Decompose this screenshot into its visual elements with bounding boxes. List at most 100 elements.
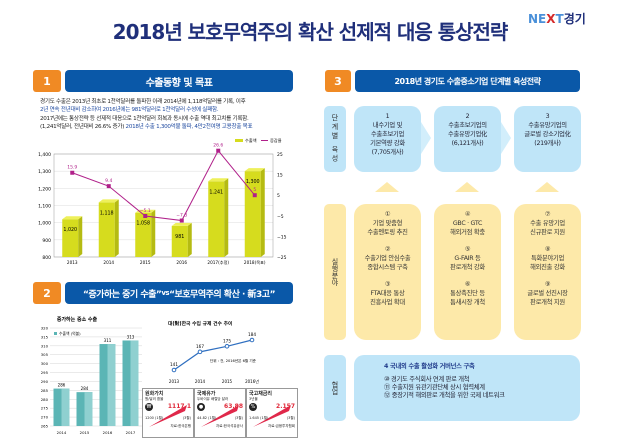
stage-text: 글로벌 강소기업化 xyxy=(524,131,571,138)
y-tick-label: 300 xyxy=(41,361,49,366)
item-number: ② xyxy=(384,246,391,253)
y-tick-label: 1,200 xyxy=(38,186,51,192)
bar-side xyxy=(187,222,192,257)
legend-swatch xyxy=(54,332,57,335)
y-tick-label: 1,300 xyxy=(38,169,51,175)
bar-side xyxy=(151,209,156,257)
item-text: GBC · GTC xyxy=(452,220,483,227)
indicator-end: (3월) xyxy=(234,416,243,420)
item-text: 판로개척 강화 xyxy=(450,264,485,271)
stage-text: 내수기업 및 xyxy=(372,122,403,129)
bar-label: 1,020 xyxy=(63,227,77,233)
bar-top xyxy=(208,178,229,182)
item-number: ① xyxy=(384,211,391,218)
bar-label: 311 xyxy=(104,338,112,343)
section-3-number: 3 xyxy=(325,70,351,92)
cooperation-item: ⑫ 중장기적 해외판로 개척을 위한 국제 네트워크 xyxy=(384,392,505,399)
stage-text: 2 xyxy=(465,113,470,120)
growth-point xyxy=(70,170,75,175)
stage-text: (6,121개사) xyxy=(451,140,484,147)
section-1-number: 1 xyxy=(33,70,61,92)
y-tick-label: 280 xyxy=(41,397,49,402)
legend-swatch xyxy=(235,139,243,142)
indicator-source: 자료:한국은행 xyxy=(170,424,192,428)
cooperation-label: 협업 xyxy=(324,355,346,421)
stage-box-1: 1 내수기업 및 수출초보기업 기본역량 강화 (7,705개사) xyxy=(354,106,421,172)
growth-label: −5.1 xyxy=(140,208,151,214)
bar-top xyxy=(244,168,265,172)
section-2-title: “증가하는 중기 수출” vs “보호무역주의 확산 · 新3고” xyxy=(65,282,293,304)
regulation-line xyxy=(173,339,253,371)
execution-column-3: ⑦ 수출 유망기업 신규판로 지원 ⑧ 특화분야기업 해외진출 강화 ⑨ 글로벌 선진시장 판로… xyxy=(514,204,581,340)
growth-label: 9.4 xyxy=(105,178,112,184)
bar-highlight xyxy=(61,388,70,426)
item-text: 기업 맞춤형 xyxy=(372,220,403,227)
bar xyxy=(208,181,225,257)
x-tick-label: 2014 xyxy=(57,430,67,435)
bar-side xyxy=(224,178,229,257)
y-tick-label: 320 xyxy=(41,326,49,331)
growth-label: −7.3 xyxy=(176,213,187,219)
chart-title: 대(對)한국 수입 규제 건수 추이 xyxy=(168,320,232,327)
execution-item: ④ GBC · GTC 해외거점 확충 xyxy=(434,210,501,237)
item-text: 틈새시장 개척 xyxy=(450,299,485,306)
arrow-right-icon xyxy=(421,122,431,154)
growth-point xyxy=(143,214,148,219)
data-point xyxy=(249,337,255,343)
item-text: 수출멘토링 추진 xyxy=(367,229,408,236)
point-label: 141 xyxy=(170,362,178,367)
y-tick-label: 900 xyxy=(42,238,51,244)
x-tick-label: 2018(목표) xyxy=(244,260,266,266)
growth-line xyxy=(72,149,256,222)
bar-label: 1,118 xyxy=(100,210,114,216)
para-1-line-1: 경기도 수출은 2013년 최초로 1천억달러를 돌파한 이래 2014년에 1… xyxy=(40,99,246,105)
cooperation-title: 4 국내외 수출 활성화 거버넌스 구축 xyxy=(384,363,475,370)
growth-label: 26.6 xyxy=(213,143,223,149)
x-tick-label: 2014 xyxy=(195,379,206,384)
item-text: 수출기업 안심수출 xyxy=(364,255,411,262)
para-1-line-2: 2년 연속 전년대비 감소하여 2016년에는 981억달러로 1천억달러 수성… xyxy=(40,106,219,113)
bar xyxy=(62,219,79,257)
point-label: 167 xyxy=(196,344,204,349)
stage-text: (7,705개사) xyxy=(371,149,404,156)
item-text: 해외진출 강화 xyxy=(530,264,565,271)
x-tick-label: 2017 xyxy=(126,430,136,435)
y-tick-label: 285 xyxy=(41,388,49,393)
indicator-end: (3월) xyxy=(286,416,295,420)
stage-text: (219개사) xyxy=(534,140,561,147)
y-tick-label: 1,000 xyxy=(38,221,51,227)
bar xyxy=(135,212,152,257)
indicator-box: 국제유가 두바이유 배럴당 달러 ● 63.88 44.82 (1월) (3월)… xyxy=(194,388,246,438)
x-tick-label: 2016 xyxy=(176,260,187,265)
y-tick-label: 275 xyxy=(41,406,49,411)
x-tick-label: 2015 xyxy=(222,379,233,384)
x-tick-label: 2015 xyxy=(80,430,90,435)
x-tick-label: 2013 xyxy=(67,260,78,265)
indicator-subtitle: 3년물 xyxy=(249,397,258,401)
arrow-up-icon xyxy=(455,182,479,192)
bar-side xyxy=(114,199,119,257)
item-number: ⑦ xyxy=(544,211,551,218)
para-2-line-2: (1,241억달러, 전년대비 26.6% 증가) xyxy=(40,123,125,130)
bar xyxy=(244,171,261,257)
execution-item: ② 수출기업 안심수출 종합시스템 구축 xyxy=(354,245,421,272)
stage-text: 수출초보기업 xyxy=(371,131,404,138)
bar xyxy=(171,225,188,257)
x-tick-label: 2015 xyxy=(140,260,151,265)
execution-column-1: ① 기업 맞춤형 수출멘토링 추진 ② 수출기업 안심수출 종합시스템 구축 ③ FTA대응 … xyxy=(354,204,421,340)
bar-label: 1,300 xyxy=(246,179,260,185)
cooperation-item: ⑩ 경기도 주식회사 연계 판로 개척 xyxy=(384,376,470,383)
import-regulation-chart: 대(對)한국 수입 규제 건수 추이 141 2013 167 2014 175 2015 1… xyxy=(168,320,259,384)
indicator-start: 1200 (1월) xyxy=(145,416,164,420)
trend-arrow xyxy=(253,405,291,427)
indicator-start: 1.645 (1월) xyxy=(249,416,269,420)
indicator-end: (3월) xyxy=(182,416,191,420)
y-tick-label: 295 xyxy=(41,370,49,375)
execution-item: ⑥ 통상촉진단 등 틈새시장 개척 xyxy=(434,280,501,307)
bar-top xyxy=(62,216,83,220)
bar-label: 1,241 xyxy=(209,189,223,195)
y-tick-label: 1,400 xyxy=(38,152,51,158)
item-number: ③ xyxy=(384,281,391,288)
item-number: ⑨ xyxy=(544,281,551,288)
indicator-subtitle: 원/달러 환율 xyxy=(145,397,164,401)
